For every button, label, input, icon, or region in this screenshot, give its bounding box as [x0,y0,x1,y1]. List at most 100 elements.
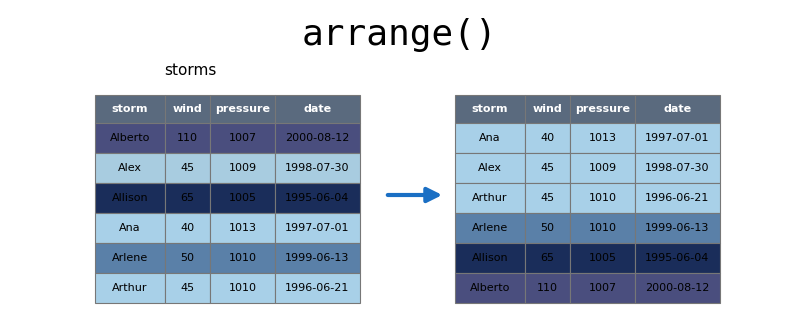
Text: 2000-08-12: 2000-08-12 [285,133,350,143]
Bar [570,183,635,213]
Text: 45: 45 [540,193,555,203]
Text: 45: 45 [181,283,195,293]
Text: 1009: 1009 [229,163,256,173]
Text: 1998-07-30: 1998-07-30 [646,163,710,173]
Bar [275,183,360,213]
Text: Ana: Ana [119,223,141,233]
Text: 1995-06-04: 1995-06-04 [646,253,710,263]
Text: 50: 50 [181,253,194,263]
Text: storms: storms [164,63,217,78]
Text: arrange(): arrange() [301,18,497,52]
Text: 40: 40 [181,223,195,233]
Bar [570,153,635,183]
Text: 1013: 1013 [229,223,256,233]
Text: 1995-06-04: 1995-06-04 [285,193,350,203]
Bar [525,213,570,243]
Bar [210,183,275,213]
Bar [165,123,210,153]
Bar [570,273,635,303]
Text: 1010: 1010 [229,283,256,293]
Text: 1999-06-13: 1999-06-13 [646,223,710,233]
Text: 110: 110 [537,283,558,293]
Text: 2000-08-12: 2000-08-12 [646,283,710,293]
Text: 1005: 1005 [229,193,256,203]
Bar [455,273,525,303]
Text: Alex: Alex [118,163,142,173]
Text: 1999-06-13: 1999-06-13 [285,253,350,263]
Bar [210,243,275,273]
Bar [525,123,570,153]
Bar [95,243,165,273]
Bar [165,95,210,123]
Bar [210,123,275,153]
Text: 65: 65 [181,193,194,203]
Bar [525,243,570,273]
Text: 1005: 1005 [589,253,617,263]
Text: storm: storm [471,104,508,114]
Text: 1009: 1009 [588,163,617,173]
Bar [275,273,360,303]
Bar [635,183,720,213]
Bar [635,153,720,183]
Bar [95,213,165,243]
Text: Alex: Alex [478,163,502,173]
Text: 1997-07-01: 1997-07-01 [285,223,350,233]
Text: 1997-07-01: 1997-07-01 [646,133,710,143]
Bar [95,153,165,183]
Bar [455,123,525,153]
Text: 1007: 1007 [229,133,256,143]
Bar [525,153,570,183]
Bar [455,213,525,243]
Bar [525,183,570,213]
Bar [455,243,525,273]
Bar [210,153,275,183]
Bar [570,123,635,153]
Text: 1013: 1013 [589,133,617,143]
Text: pressure: pressure [575,104,630,114]
Bar [165,213,210,243]
Bar [210,213,275,243]
Bar [635,273,720,303]
Text: 40: 40 [540,133,555,143]
Text: 110: 110 [177,133,198,143]
Text: Arlene: Arlene [112,253,148,263]
Text: 1998-07-30: 1998-07-30 [285,163,350,173]
Text: 1010: 1010 [589,223,617,233]
Text: Ana: Ana [479,133,501,143]
Bar [275,243,360,273]
Text: wind: wind [173,104,202,114]
Bar [95,183,165,213]
Text: 45: 45 [181,163,195,173]
Bar [210,95,275,123]
Bar [165,243,210,273]
Text: date: date [663,104,692,114]
Text: 1010: 1010 [589,193,617,203]
Text: 1010: 1010 [229,253,256,263]
Bar [635,243,720,273]
Text: 65: 65 [540,253,555,263]
Bar [455,95,525,123]
Bar [570,95,635,123]
Bar [275,213,360,243]
Text: pressure: pressure [215,104,270,114]
Text: 45: 45 [540,163,555,173]
Bar [635,123,720,153]
Bar [275,123,360,153]
Bar [570,243,635,273]
Bar [210,273,275,303]
Bar [635,213,720,243]
Text: Allison: Allison [112,193,149,203]
Bar [635,95,720,123]
Text: Arthur: Arthur [472,193,507,203]
Bar [95,123,165,153]
Bar [455,183,525,213]
Text: Alberto: Alberto [470,283,511,293]
Text: Arthur: Arthur [112,283,148,293]
Text: storm: storm [112,104,149,114]
Bar [275,153,360,183]
Bar [165,183,210,213]
Text: date: date [304,104,332,114]
Text: Arlene: Arlene [472,223,508,233]
Text: 1996-06-21: 1996-06-21 [646,193,710,203]
Bar [95,95,165,123]
